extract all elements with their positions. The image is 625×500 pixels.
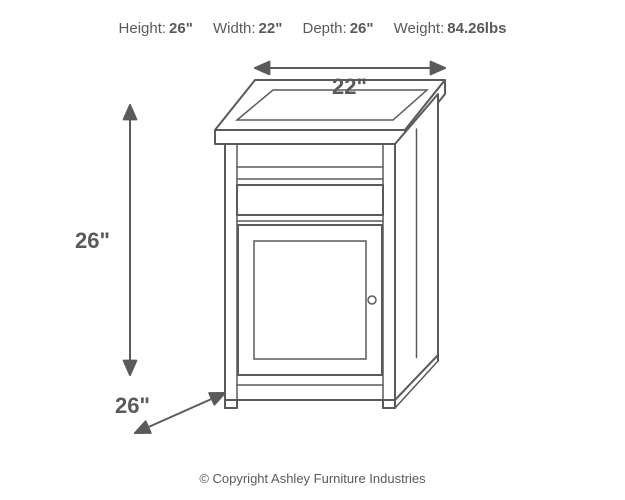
height-dimension-label: 26" (75, 228, 110, 254)
spec-width-label: Width: (213, 20, 256, 37)
spec-weight-label: Weight: (394, 20, 445, 37)
copyright-text: © Copyright Ashley Furniture Industries (0, 471, 625, 486)
depth-dimension-label: 26" (115, 393, 150, 419)
spec-depth-value: 26" (350, 20, 374, 37)
spec-width-value: 22" (259, 20, 283, 37)
furniture-diagram (0, 45, 625, 465)
spec-height-label: Height: (119, 20, 167, 37)
spec-height-value: 26" (169, 20, 193, 37)
spec-bar: Height:26" Width:22" Depth:26" Weight:84… (0, 20, 625, 37)
spec-depth-label: Depth: (303, 20, 347, 37)
spec-weight-value: 84.26lbs (447, 20, 506, 37)
width-dimension-label: 22" (332, 74, 367, 100)
diagram-canvas: 22" 26" 26" (0, 45, 625, 465)
